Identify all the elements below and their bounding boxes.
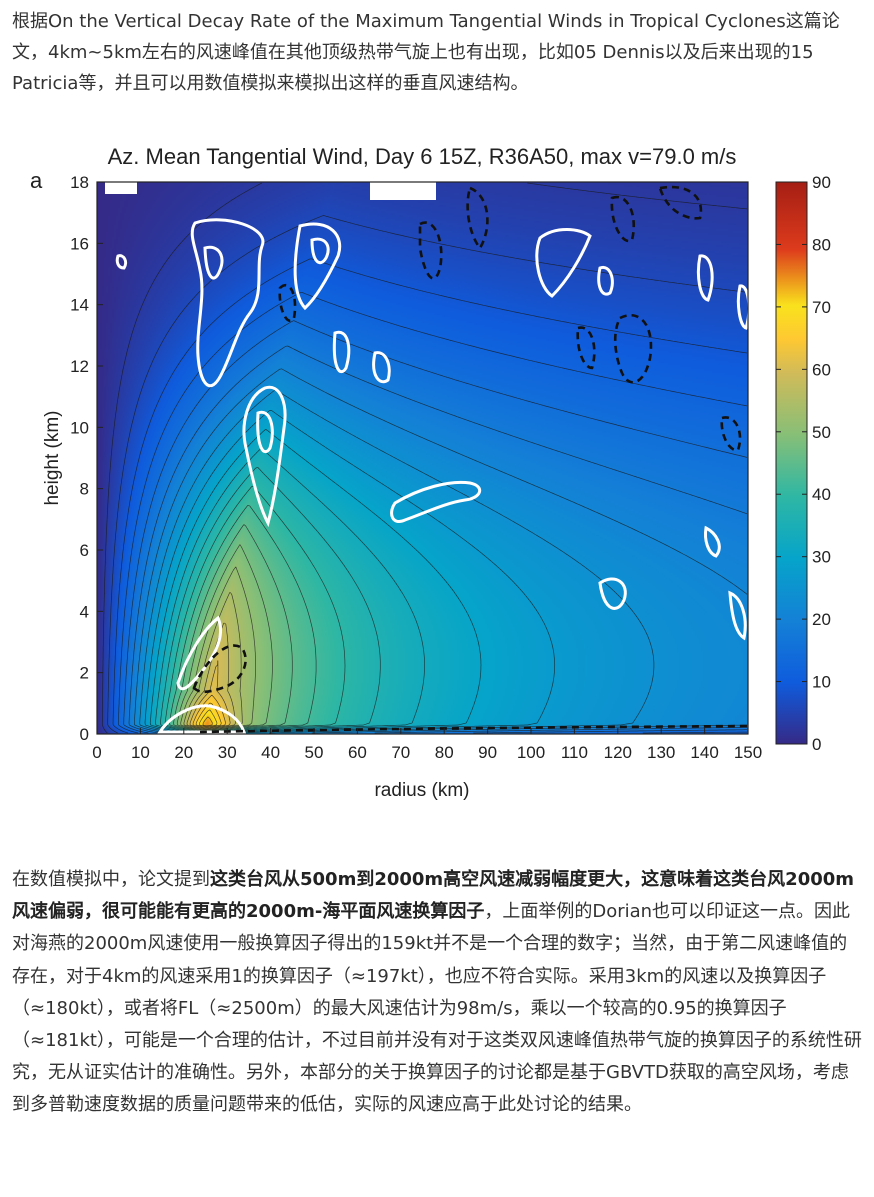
x-tick-label: 30	[218, 743, 237, 762]
isotach-line	[160, 467, 381, 734]
x-tick-label: 110	[561, 743, 588, 762]
x-axis-label: radius (km)	[374, 780, 469, 801]
isotach-line	[107, 215, 748, 734]
x-tick-label: 80	[435, 743, 454, 762]
isotach-line	[164, 486, 346, 734]
y-tick-label: 16	[70, 234, 89, 253]
intro-paragraph: 根据On the Vertical Decay Rate of the Maxi…	[12, 11, 840, 94]
updraft-contours	[115, 218, 748, 734]
y-tick-label: 10	[70, 418, 89, 437]
analysis-paragraph: 在数值模拟中，论文提到这类台风从500m到2000m高空风速减弱幅度更大，这意味…	[12, 864, 864, 1122]
x-tick-label: 20	[174, 743, 193, 762]
tangential-wind-figure: a Az. Mean Tangential Wind, Day 6 15Z, R…	[30, 144, 831, 801]
y-tick-label: 12	[70, 357, 89, 376]
colorbar-axis: 0 10 20 30 40 50 60 70 80 90	[776, 173, 831, 754]
y-tick-label: 8	[80, 480, 89, 499]
colorbar-tick-label: 60	[812, 360, 831, 379]
plot-frame	[96, 181, 749, 735]
colorbar-tick-label: 70	[812, 298, 831, 317]
isotach-line	[117, 291, 748, 734]
top-white-gaps	[105, 182, 436, 200]
x-tick-label: 90	[478, 743, 497, 762]
y-axis-label: height (km)	[42, 410, 63, 505]
y-tick-label: 14	[70, 296, 89, 315]
wind-speed-heatmap	[97, 182, 748, 734]
x-tick-label: 120	[604, 743, 632, 762]
colorbar-tick-label: 90	[812, 173, 831, 192]
colorbar-tick-label: 0	[812, 735, 821, 754]
x-tick-label: 0	[92, 743, 101, 762]
colorbar	[775, 181, 808, 745]
colorbar-tick-label: 40	[812, 485, 831, 504]
isotach-line	[123, 320, 748, 734]
x-tick-label: 10	[131, 743, 150, 762]
isotach-line	[128, 345, 748, 734]
isotach-contours	[101, 182, 748, 734]
analysis-text-rest: ，上面举例的Dorian也可以印证这一点。因此对海燕的2000m风速使用一般换算…	[12, 901, 862, 1116]
x-tick-label: 100	[517, 743, 545, 762]
isotach-line	[144, 410, 556, 734]
x-tick-label: 140	[690, 743, 718, 762]
y-tick-label: 0	[80, 725, 89, 744]
x-tick-label: 50	[305, 743, 324, 762]
chart-title: Az. Mean Tangential Wind, Day 6 15Z, R36…	[108, 144, 737, 169]
x-tick-label: 40	[261, 743, 280, 762]
analysis-highlight: 这类台风从500m到2000m高空风速减弱幅度更大，这意味着这类台风2000m风…	[12, 869, 855, 923]
isotach-line	[202, 716, 213, 726]
x-axis: 0 10 20 30 40 50 60 70 80 90 100 110 120 130 140 150	[92, 728, 762, 762]
y-tick-label: 6	[80, 541, 89, 560]
x-tick-label: 150	[734, 743, 762, 762]
colorbar-tick-label: 50	[812, 423, 831, 442]
isotach-line	[101, 182, 748, 734]
y-tick-label: 4	[80, 602, 89, 621]
panel-label: a	[30, 168, 43, 193]
colorbar-tick-label: 10	[812, 673, 831, 692]
y-tick-label: 18	[70, 173, 89, 192]
isotach-line	[112, 258, 748, 734]
colorbar-tick-label: 20	[812, 610, 831, 629]
colorbar-tick-label: 80	[812, 235, 831, 254]
isotach-line	[133, 368, 748, 734]
y-tick-label: 2	[80, 664, 89, 683]
y-axis: 0 2 4 6 8 10 12 14 16 18	[70, 173, 103, 744]
colorbar-tick-label: 30	[812, 548, 831, 567]
x-tick-label: 60	[348, 743, 367, 762]
isotach-line	[199, 709, 218, 727]
isotach-line	[149, 429, 482, 734]
x-tick-label: 130	[647, 743, 675, 762]
x-tick-label: 70	[391, 743, 410, 762]
analysis-text-start: 在数值模拟中，论文提到	[12, 869, 210, 890]
downdraft-contours	[192, 185, 748, 734]
